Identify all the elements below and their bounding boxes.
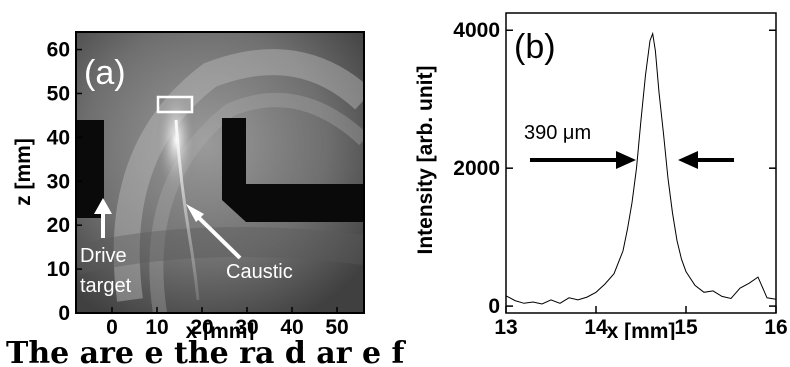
panel-b-x-tick-label: 15: [674, 316, 698, 339]
drive-label-line2: target: [80, 275, 132, 297]
fwhm-right-arrow: [678, 151, 734, 169]
panel-b-x-tick-label: 16: [764, 316, 787, 339]
panel-b-y-tick-label: 0: [488, 295, 500, 318]
panel-a-ylabel: z [mm]: [12, 138, 35, 206]
panel-b-x-tick-label: 13: [494, 316, 517, 339]
panel-a-x-ticks: 0 10 20 30 40 50: [106, 307, 349, 339]
panel-a-xlabel: x [mm]: [186, 320, 255, 340]
roi-box: [156, 95, 194, 114]
panel-a-y-tick-label: 10: [47, 258, 70, 281]
drive-target-block: [76, 120, 104, 218]
panel-b-x-tick-label: 14: [584, 316, 608, 339]
intensity-profile-line: [505, 31, 777, 305]
figure: (a) Drive target Caustic 0 10 20 30 40 50 0 10…: [12, 12, 788, 340]
panel-b-label: (b): [514, 28, 556, 66]
panel-a-y-tick-label: 50: [47, 82, 70, 105]
panel-a-y-tick-label: 20: [47, 214, 70, 237]
panel-b-x-ticks: 13 14 15 16: [494, 306, 788, 339]
panel-a-y-tick-label: 60: [47, 39, 70, 62]
plasma-image: (a) Drive target Caustic: [76, 32, 364, 313]
panel-a-x-tick-label: 40: [280, 316, 303, 339]
figure-caption: The are e the ra d ar e f: [6, 340, 405, 367]
panel-b: 13 14 15 16 0 2000 4000 (b) 390 μm x [mm] Int…: [414, 12, 788, 340]
right-target-block: [222, 118, 364, 222]
panel-b-y-tick-label: 2000: [453, 157, 500, 180]
drive-arrow: [94, 198, 112, 238]
fwhm-label: 390 μm: [524, 122, 591, 144]
fwhm-left-arrow: [530, 151, 636, 169]
caustic-arrow: [186, 204, 242, 260]
caustic-label: Caustic: [226, 261, 293, 283]
panel-a-x-tick-label: 50: [325, 316, 348, 339]
panel-a-x-tick-label: 20: [190, 316, 213, 339]
caustic-line: [174, 119, 200, 301]
panel-a-label: (a): [84, 54, 126, 92]
panel-b-xlabel: x [mm]: [607, 320, 676, 340]
panel-b-frame: [505, 12, 777, 314]
panel-a: (a) Drive target Caustic 0 10 20 30 40 50 0 10…: [12, 31, 365, 340]
drive-label-line1: Drive: [80, 245, 127, 267]
panel-b-y-tick-label: 4000: [453, 19, 500, 42]
panel-a-y-tick-label: 30: [47, 170, 70, 193]
panel-a-x-tick-label: 10: [145, 316, 168, 339]
panel-a-y-tick-label: 40: [47, 126, 70, 149]
panel-a-frame: [75, 31, 365, 314]
panel-a-x-tick-label: 0: [106, 316, 118, 339]
panel-a-x-tick-label: 30: [235, 316, 258, 339]
panel-b-y-ticks: 0 2000 4000: [453, 19, 776, 318]
panel-b-ylabel: Intensity [arb. unit]: [414, 66, 437, 255]
panel-a-y-ticks: 0 10 20 30 40 50 60: [47, 39, 82, 325]
panel-a-y-tick-label: 0: [58, 302, 70, 325]
